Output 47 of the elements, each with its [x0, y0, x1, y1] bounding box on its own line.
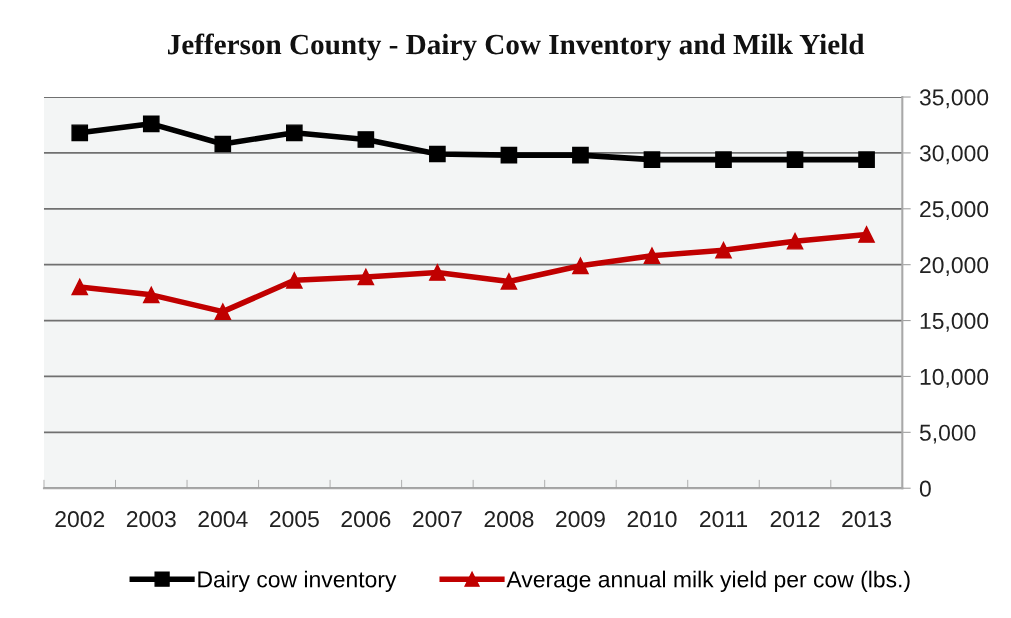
x-tick-label: 2013 [842, 511, 892, 528]
x-tick-label: 2012 [770, 511, 820, 528]
point [357, 131, 375, 148]
point [214, 135, 232, 153]
point [500, 273, 518, 290]
x-tick-label: 2005 [269, 511, 319, 528]
y-tick-label: 35,000 [919, 89, 989, 109]
point [357, 268, 375, 286]
point [572, 146, 589, 164]
point [214, 303, 232, 320]
point [142, 115, 160, 133]
point [858, 226, 875, 243]
x-tick-label: 2003 [126, 511, 176, 528]
point [643, 247, 661, 265]
point [786, 232, 804, 250]
x-tick-label: 2006 [341, 511, 391, 528]
legend-label: Average annual milk yield per cow (lbs.) [506, 570, 910, 593]
x-tick-label: 2010 [627, 511, 677, 528]
x-tick-label: 2004 [198, 511, 248, 528]
point [285, 124, 303, 142]
point [643, 151, 661, 168]
y-tick-label: 5,000 [919, 424, 976, 444]
point [142, 286, 160, 304]
point [572, 257, 589, 275]
chart-title: Jefferson County - Dairy Cow Inventory and Milk Yield [168, 33, 865, 61]
x-tick-label: 2011 [700, 511, 748, 528]
y-tick-label: 30,000 [919, 145, 989, 165]
point [786, 151, 804, 168]
point [858, 151, 875, 168]
point [715, 151, 732, 168]
x-tick-label: 2009 [556, 511, 605, 528]
x-tick-label: 2002 [55, 511, 105, 528]
point [429, 264, 446, 281]
legend-label: Dairy cow inventory [198, 570, 397, 593]
y-tick-label: 15,000 [920, 312, 989, 332]
x-tick-label: 2007 [413, 511, 462, 528]
x-tick-label: 2008 [484, 511, 534, 528]
point [285, 271, 303, 289]
y-tick-label: 20,000 [920, 256, 989, 276]
y-tick-label: 0 [919, 480, 931, 497]
point [429, 145, 446, 163]
point [71, 124, 89, 142]
y-tick-label: 25,000 [920, 201, 989, 221]
y-tick-label: 10,000 [920, 368, 989, 388]
point [71, 278, 89, 296]
point [500, 146, 518, 164]
point [715, 241, 732, 259]
